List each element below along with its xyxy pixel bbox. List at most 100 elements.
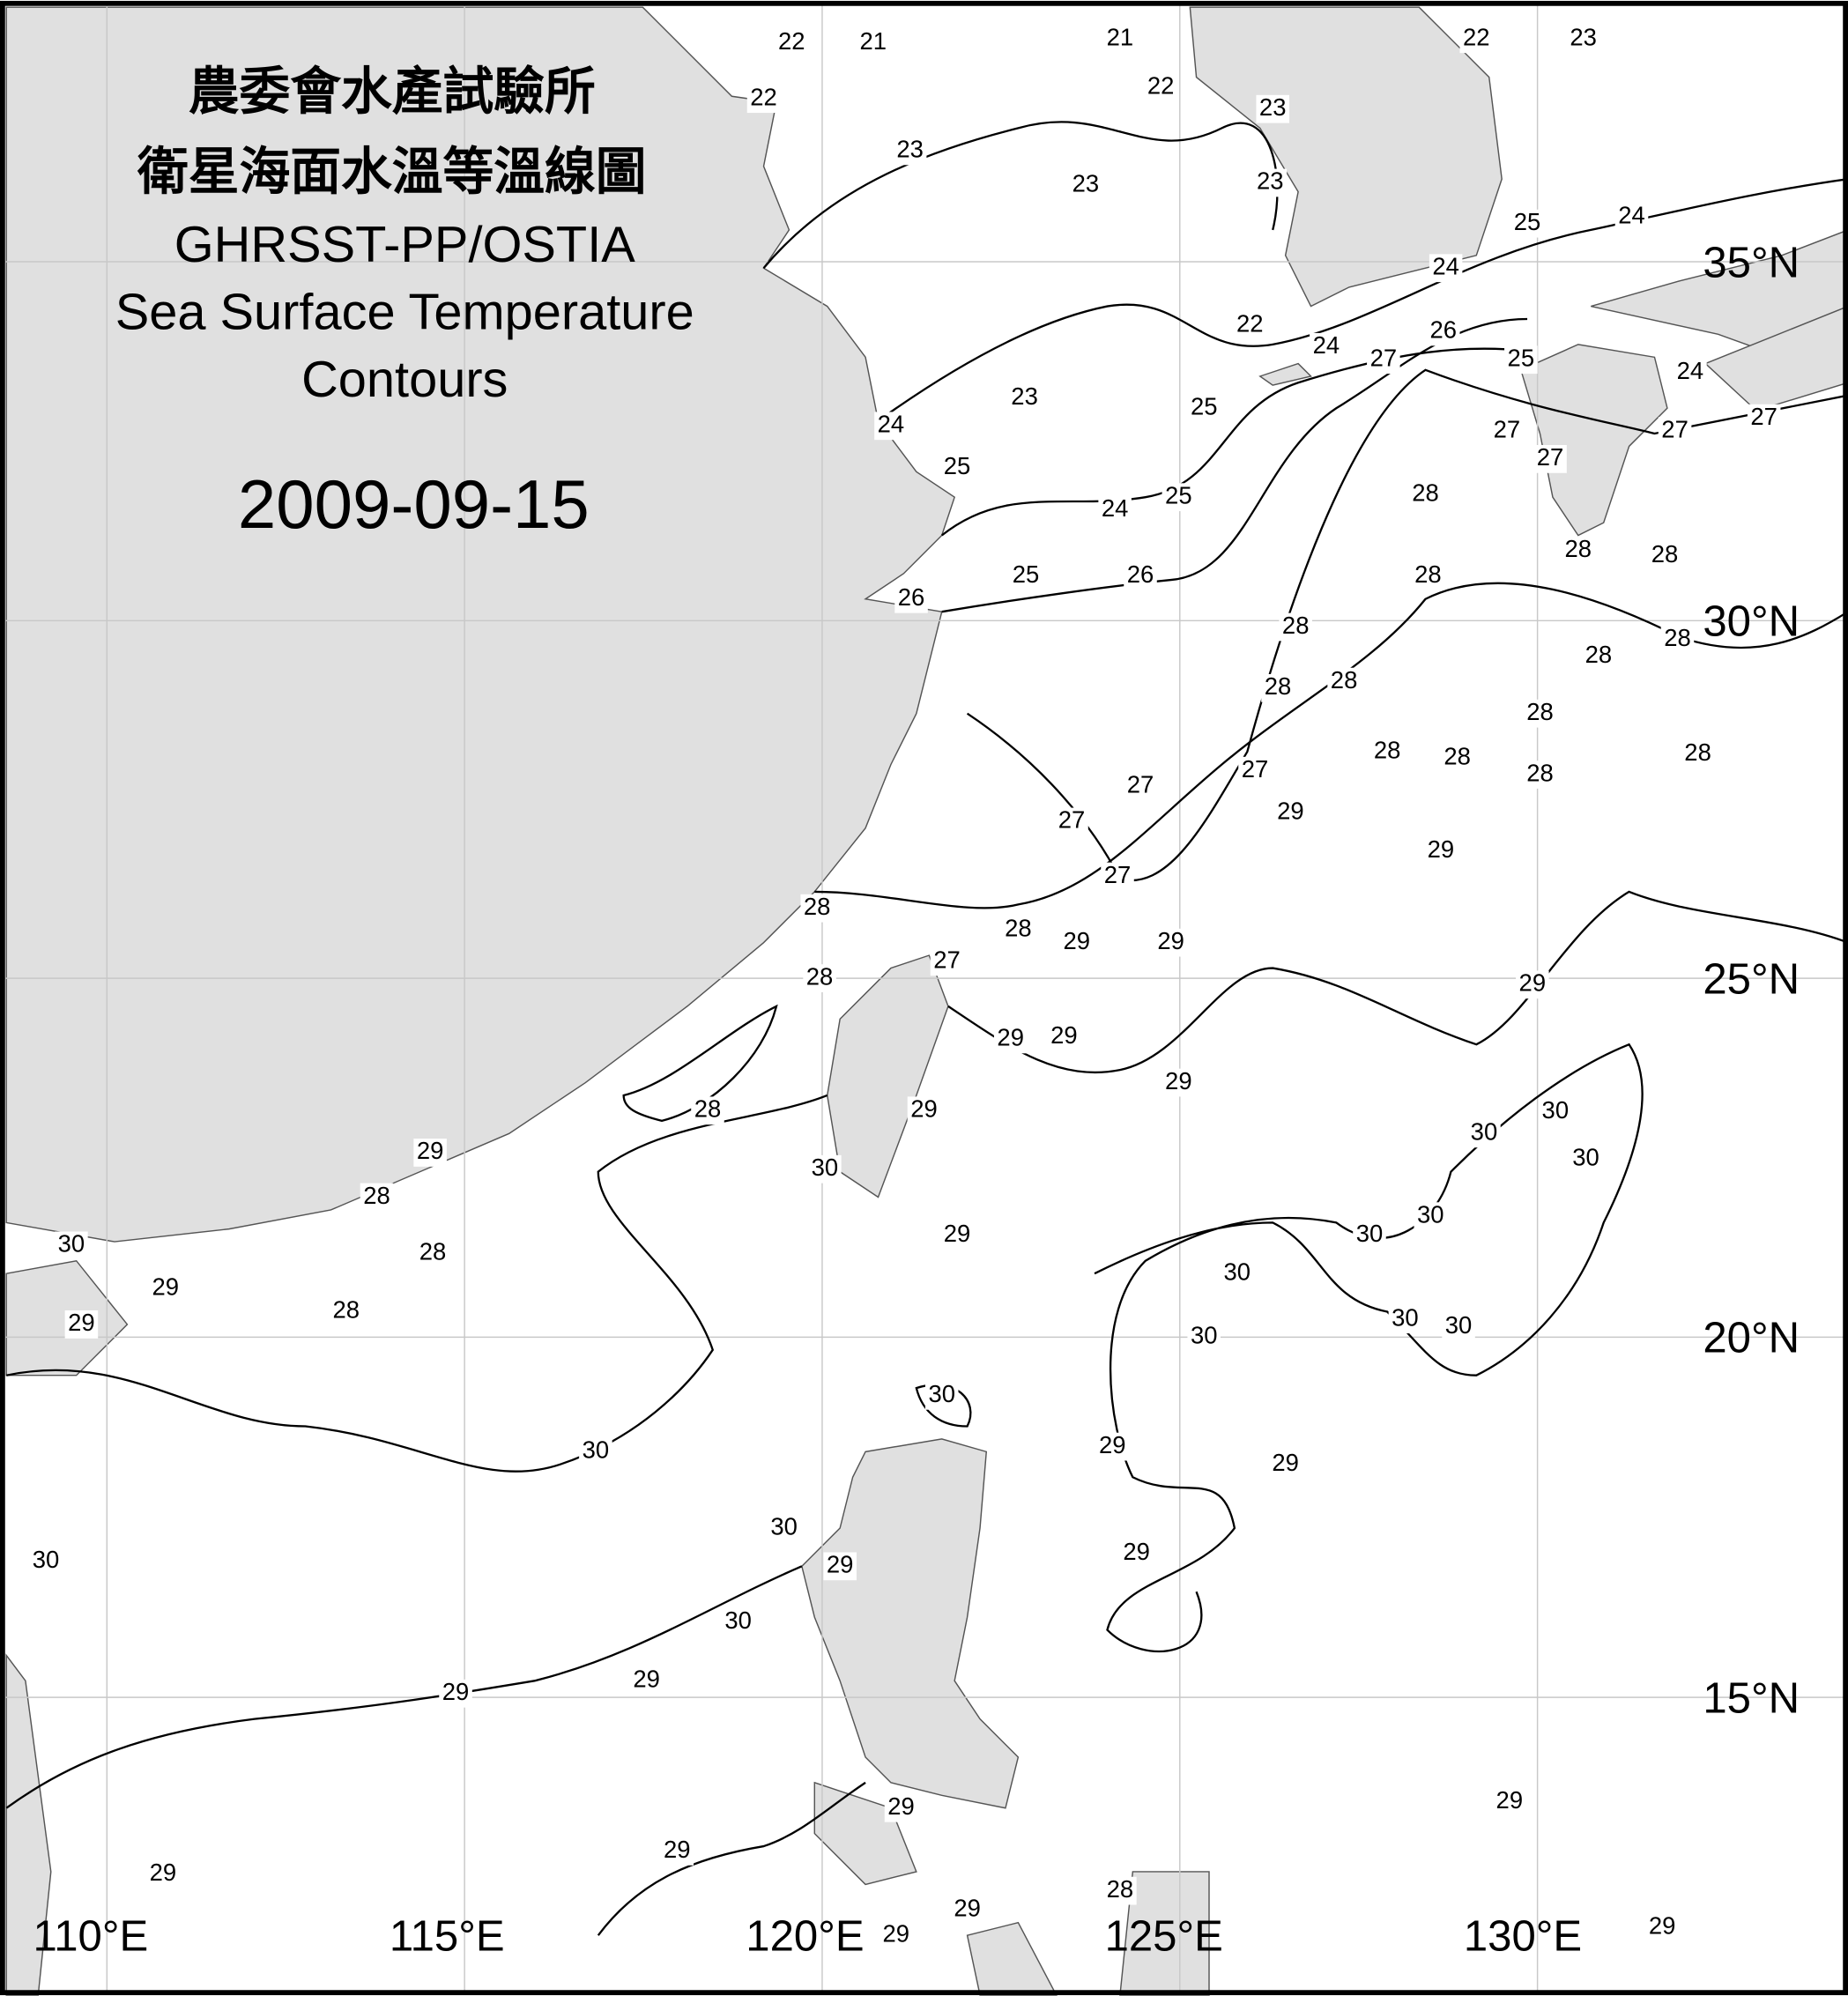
contour-label-background	[1103, 25, 1137, 54]
contour-label: 30	[724, 1606, 752, 1634]
contour-label-background	[1047, 1022, 1081, 1051]
contour-label: 28	[1651, 540, 1679, 568]
contour-label: 28	[1282, 612, 1310, 639]
title-block: 農委會水產試驗所 衛星海面水溫等溫線圖 GHRSST-PP/OSTIA Sea …	[115, 62, 694, 543]
contour-label: 29	[1123, 1538, 1150, 1565]
contour-label-background	[1523, 761, 1557, 789]
contour-label: 29	[1649, 1912, 1676, 1940]
contour-label: 28	[419, 1237, 447, 1265]
contour-label: 28	[363, 1182, 390, 1209]
contour-label: 30	[928, 1380, 955, 1407]
land-jeju	[1258, 362, 1312, 386]
contour-label: 28	[1444, 743, 1471, 770]
contour-label: 30	[1224, 1258, 1251, 1285]
contour-label: 27	[1104, 861, 1132, 888]
contour-label-background	[1459, 25, 1494, 54]
contour-label: 30	[770, 1512, 798, 1540]
contour-label-background	[439, 1679, 472, 1708]
contour-label: 28	[1374, 736, 1401, 763]
contour-label: 30	[1191, 1322, 1218, 1349]
contour-label-background	[1144, 73, 1177, 102]
contour-label: 30	[1392, 1303, 1419, 1331]
contour-label: 25	[1508, 344, 1535, 371]
contour-label-background	[1467, 1119, 1501, 1148]
contour-label-background	[1187, 1323, 1221, 1352]
contour-label: 29	[68, 1309, 95, 1336]
contour-label: 29	[1064, 927, 1091, 954]
contour-label: 30	[812, 1154, 839, 1181]
contour-label: 27	[1750, 403, 1777, 430]
contour-label: 29	[1272, 1449, 1299, 1476]
lon-label-125e: 125°E	[1105, 1912, 1223, 1960]
contour-label: 21	[1107, 24, 1134, 51]
contour-label: 26	[1127, 560, 1154, 588]
lon-label-130e: 130°E	[1464, 1912, 1582, 1960]
contour-label-background	[894, 584, 928, 613]
contour-label-background	[993, 1025, 1028, 1054]
lat-label-30n: 30°N	[1703, 598, 1800, 646]
contour-29-bottom	[597, 1781, 866, 1936]
title-english: Sea Surface Temperature	[115, 285, 694, 341]
lon-label-120e: 120°E	[746, 1912, 864, 1960]
contour-labels: 22 21 22 21 22 22 23 23 23 23 23 25 24 24 22 24 27 26 25 24…	[29, 24, 1781, 1950]
contour-label-background	[1747, 404, 1781, 433]
contour-label-background	[1161, 1068, 1196, 1097]
contour-label: 22	[750, 83, 777, 110]
lon-label-115e: 115°E	[390, 1912, 505, 1960]
contour-label: 28	[806, 962, 834, 990]
contour-label-background	[1523, 699, 1557, 728]
contour-label: 29	[1428, 835, 1455, 863]
contour-label: 28	[1684, 738, 1711, 766]
contour-label-background	[1187, 394, 1221, 422]
contour-label-background	[1429, 254, 1463, 283]
contour-label-background	[1408, 480, 1443, 509]
contour-label: 29	[152, 1273, 179, 1301]
contour-label-background	[1442, 1312, 1475, 1341]
contour-label-background	[148, 1274, 182, 1303]
title-dataset: GHRSST-PP/OSTIA	[174, 217, 636, 273]
lon-label-110e: 110°E	[33, 1912, 149, 1960]
contour-label-background	[1124, 561, 1157, 590]
contour-label-background	[1510, 209, 1544, 238]
contour-label: 30	[1417, 1200, 1444, 1228]
contour-label-background	[1648, 541, 1681, 570]
contour-label-background	[1516, 970, 1549, 999]
contour-label: 27	[1370, 344, 1398, 371]
contour-label: 29	[664, 1836, 691, 1863]
contour-label: 28	[1565, 535, 1592, 562]
contour-label: 25	[1191, 392, 1218, 419]
contour-29-north	[947, 890, 1848, 1074]
contour-label-background	[1119, 1540, 1154, 1568]
contour-label-background	[1055, 807, 1088, 836]
contour-label-background	[940, 454, 974, 482]
contour-label: 29	[1099, 1431, 1126, 1458]
contour-label-background	[1353, 1221, 1386, 1250]
contour-label-background	[146, 1859, 180, 1888]
contour-label: 29	[997, 1024, 1024, 1051]
contour-label-background	[579, 1437, 612, 1466]
contour-label-background	[1268, 1450, 1303, 1479]
contour-label: 29	[1157, 927, 1184, 954]
contour-23	[762, 121, 1279, 269]
contour-label-background	[1440, 744, 1474, 773]
contour-label: 28	[1526, 698, 1554, 725]
contour-label-background	[1279, 612, 1312, 642]
latitude-labels: 35°N 30°N 25°N 20°N 15°N	[1703, 239, 1800, 1722]
contour-label-background	[1490, 417, 1524, 445]
contour-label-background	[1614, 203, 1649, 232]
contour-label-background	[416, 1239, 449, 1267]
contour-label-background	[1533, 444, 1567, 473]
contour-label: 29	[887, 1792, 915, 1820]
contour-label-background	[1001, 916, 1035, 945]
contour-label-background	[1103, 1876, 1137, 1905]
title-contours: Contours	[301, 352, 508, 408]
contour-label: 26	[1429, 316, 1457, 344]
contour-label-background	[1098, 495, 1132, 524]
contour-label-background	[1539, 1097, 1572, 1126]
contour-label: 29	[944, 1220, 971, 1247]
contour-label-background	[360, 1183, 394, 1212]
contour-label: 30	[1445, 1311, 1473, 1339]
contour-label-background	[1660, 626, 1695, 654]
